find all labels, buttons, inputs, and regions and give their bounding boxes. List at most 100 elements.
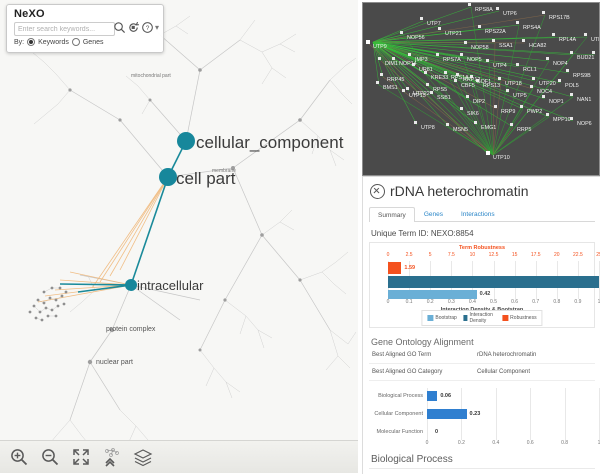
network-node[interactable] — [460, 107, 463, 110]
layers-icon[interactable] — [133, 447, 153, 467]
network-node[interactable] — [516, 21, 519, 24]
bottom-axis-tick: 0.4 — [468, 299, 476, 305]
help-icon[interactable]: ? — [141, 21, 154, 34]
network-node-label: RPS8A — [475, 7, 493, 13]
network-hub-node[interactable] — [486, 151, 490, 155]
network-node[interactable] — [570, 93, 573, 96]
network-node-label: KRE33 — [431, 75, 448, 81]
network-hub-node[interactable] — [366, 40, 370, 44]
network-node[interactable] — [496, 7, 499, 10]
radio-genes[interactable] — [71, 38, 80, 46]
network-node[interactable] — [542, 11, 545, 14]
node-label-cellular-component: cellular_component — [196, 133, 344, 152]
network-node[interactable] — [498, 77, 501, 80]
network-node[interactable] — [478, 25, 481, 28]
gridline — [564, 388, 566, 440]
network-node[interactable] — [406, 87, 409, 90]
network-node[interactable] — [402, 89, 405, 92]
network-node[interactable] — [516, 63, 519, 66]
network-node[interactable] — [400, 31, 403, 34]
network-node[interactable] — [424, 71, 427, 74]
node-cell-part — [159, 168, 177, 186]
search-input[interactable] — [14, 22, 115, 36]
network-node-label: UTP22 — [413, 91, 430, 97]
network-node[interactable] — [426, 83, 429, 86]
network-node[interactable] — [592, 51, 595, 54]
network-node[interactable] — [446, 123, 449, 126]
network-node[interactable] — [520, 105, 523, 108]
collapse-icon[interactable] — [102, 447, 122, 467]
zoom-in-icon[interactable] — [9, 447, 29, 467]
network-node[interactable] — [412, 63, 415, 66]
network-node[interactable] — [492, 39, 495, 42]
network-edge — [372, 41, 526, 44]
node-label-protein-complex: protein complex — [106, 326, 156, 333]
reset-icon[interactable] — [127, 21, 140, 34]
network-node[interactable] — [454, 79, 457, 82]
network-node[interactable] — [486, 59, 489, 62]
network-node[interactable] — [532, 77, 535, 80]
top-axis-tick: 12.5 — [488, 252, 499, 258]
bottom-axis-tick: 0 — [386, 299, 390, 305]
tab-summary[interactable]: Summary — [369, 207, 415, 222]
network-node-label: UTP21 — [445, 31, 462, 37]
tab-genes[interactable]: Genes — [423, 211, 443, 218]
network-node[interactable] — [542, 95, 545, 98]
search-icon[interactable] — [113, 21, 126, 34]
network-edge — [372, 41, 458, 84]
search-panel[interactable]: NeXO ? ▾ By: Keywords Genes — [6, 4, 164, 53]
network-node[interactable] — [456, 73, 459, 76]
top-axis-tick: 17.5 — [530, 252, 541, 258]
network-node-label: HCA82 — [529, 43, 546, 49]
network-node[interactable] — [430, 91, 433, 94]
network-node[interactable] — [436, 53, 439, 56]
zoom-out-icon[interactable] — [40, 447, 60, 467]
network-node[interactable] — [376, 81, 379, 84]
network-node[interactable] — [570, 117, 573, 120]
network-node[interactable] — [460, 53, 463, 56]
network-node[interactable] — [530, 85, 533, 88]
network-node[interactable] — [438, 27, 441, 30]
network-node[interactable] — [552, 33, 555, 36]
network-node[interactable] — [474, 121, 477, 124]
network-node[interactable] — [510, 123, 513, 126]
ontology-tree-graph[interactable] — [0, 0, 358, 473]
tab-interactions[interactable]: Interactions — [460, 211, 495, 218]
network-node[interactable] — [392, 57, 395, 60]
network-edge — [470, 6, 494, 156]
fit-screen-icon[interactable] — [71, 447, 91, 467]
network-node[interactable] — [444, 71, 447, 74]
network-node[interactable] — [476, 79, 479, 82]
network-node[interactable] — [584, 33, 587, 36]
network-node[interactable] — [464, 41, 467, 44]
network-node[interactable] — [408, 53, 411, 56]
network-node[interactable] — [546, 113, 549, 116]
gene-network-graph[interactable]: UTP9 UTP7 NOP56 UTP21 IMP3 RPS7A NOP5 NOP14 RRP1… — [363, 3, 599, 175]
alignment-bar-biological-process — [427, 391, 438, 401]
network-node[interactable] — [522, 39, 525, 42]
network-node[interactable] — [506, 89, 509, 92]
alignment-axis: 0 0.2 0.4 0.6 0.8 1 — [426, 440, 600, 449]
go-row-term-key: Best Aligned GO Term — [372, 352, 432, 358]
chevron-down-icon[interactable]: ▾ — [155, 23, 160, 32]
top-axis-tick: 7.5 — [447, 252, 455, 258]
close-icon[interactable] — [370, 183, 385, 199]
ontology-tree-panel[interactable]: cellular_component cell part intracellul… — [0, 0, 358, 473]
network-node[interactable] — [380, 73, 383, 76]
network-node[interactable] — [494, 105, 497, 108]
network-node[interactable] — [470, 75, 473, 78]
gene-network-panel[interactable]: UTP9 UTP7 NOP56 UTP21 IMP3 RPS7A NOP5 NOP14 RRP1… — [362, 2, 600, 176]
network-node[interactable] — [566, 69, 569, 72]
network-node[interactable] — [546, 57, 549, 60]
network-edge — [372, 41, 570, 74]
network-node[interactable] — [378, 57, 381, 60]
network-node[interactable] — [468, 3, 471, 6]
network-node[interactable] — [466, 95, 469, 98]
network-edge — [372, 41, 498, 110]
network-node[interactable] — [420, 17, 423, 20]
network-node[interactable] — [414, 121, 417, 124]
network-node[interactable] — [570, 51, 573, 54]
network-node[interactable] — [558, 79, 561, 82]
radio-keywords[interactable] — [27, 38, 36, 46]
bottom-axis-tick: 0.5 — [490, 299, 497, 305]
